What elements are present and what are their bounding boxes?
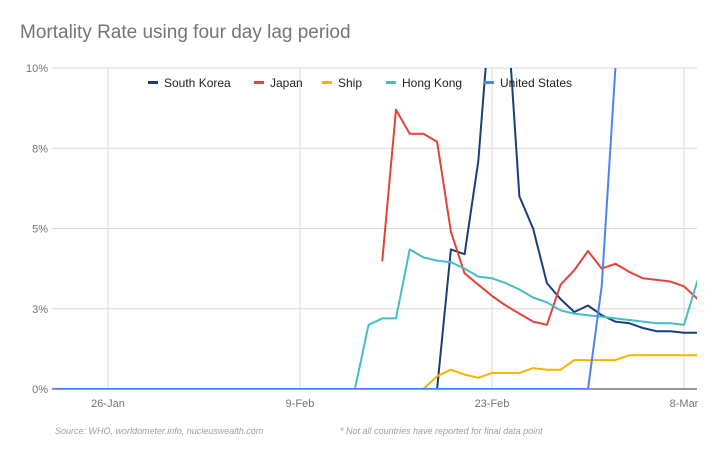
- x-axis-labels: 26-Jan 9-Feb 23-Feb 8-Mar: [91, 398, 699, 410]
- x-tick-label: 26-Jan: [91, 398, 125, 410]
- x-tick-label: 23-Feb: [475, 398, 510, 410]
- y-tick-label: 5%: [32, 224, 48, 236]
- x-tick-label: 8-Mar: [670, 398, 699, 410]
- y-tick-label: 0%: [32, 384, 48, 396]
- legend-label-united-states: United States: [500, 76, 572, 90]
- y-tick-label: 8%: [32, 143, 48, 155]
- y-tick-label: 3%: [32, 304, 48, 316]
- series-line-united-states: [52, 68, 617, 389]
- series-line-ship: [422, 354, 697, 389]
- legend: South Korea Japan Ship Hong Kong United Stat…: [148, 76, 572, 90]
- chart-title: Mortality Rate using four day lag period: [20, 22, 351, 43]
- legend-swatch-hong-kong: [386, 81, 396, 84]
- series-line-japan: [381, 108, 697, 326]
- legend-swatch-south-korea: [148, 81, 158, 84]
- legend-swatch-ship: [322, 81, 332, 84]
- legend-label-japan: Japan: [270, 76, 303, 90]
- footnote: * Not all countries have reported for fi…: [340, 426, 543, 436]
- series-lines: [52, 68, 697, 389]
- grid-lines: [52, 67, 697, 389]
- legend-swatch-united-states: [484, 81, 494, 84]
- legend-label-hong-kong: Hong Kong: [402, 76, 462, 90]
- legend-label-south-korea: South Korea: [164, 76, 231, 90]
- y-axis-labels: 0% 3% 5% 8% 10%: [26, 63, 48, 396]
- x-tick-label: 9-Feb: [286, 398, 315, 410]
- source-note: Source: WHO, worldometer.info, nucleuswe…: [55, 426, 264, 436]
- legend-label-ship: Ship: [338, 76, 362, 90]
- series-line-south-korea: [52, 68, 697, 389]
- y-tick-label: 10%: [26, 63, 48, 75]
- series-line-hong-kong: [353, 248, 697, 389]
- legend-swatch-japan: [254, 81, 264, 84]
